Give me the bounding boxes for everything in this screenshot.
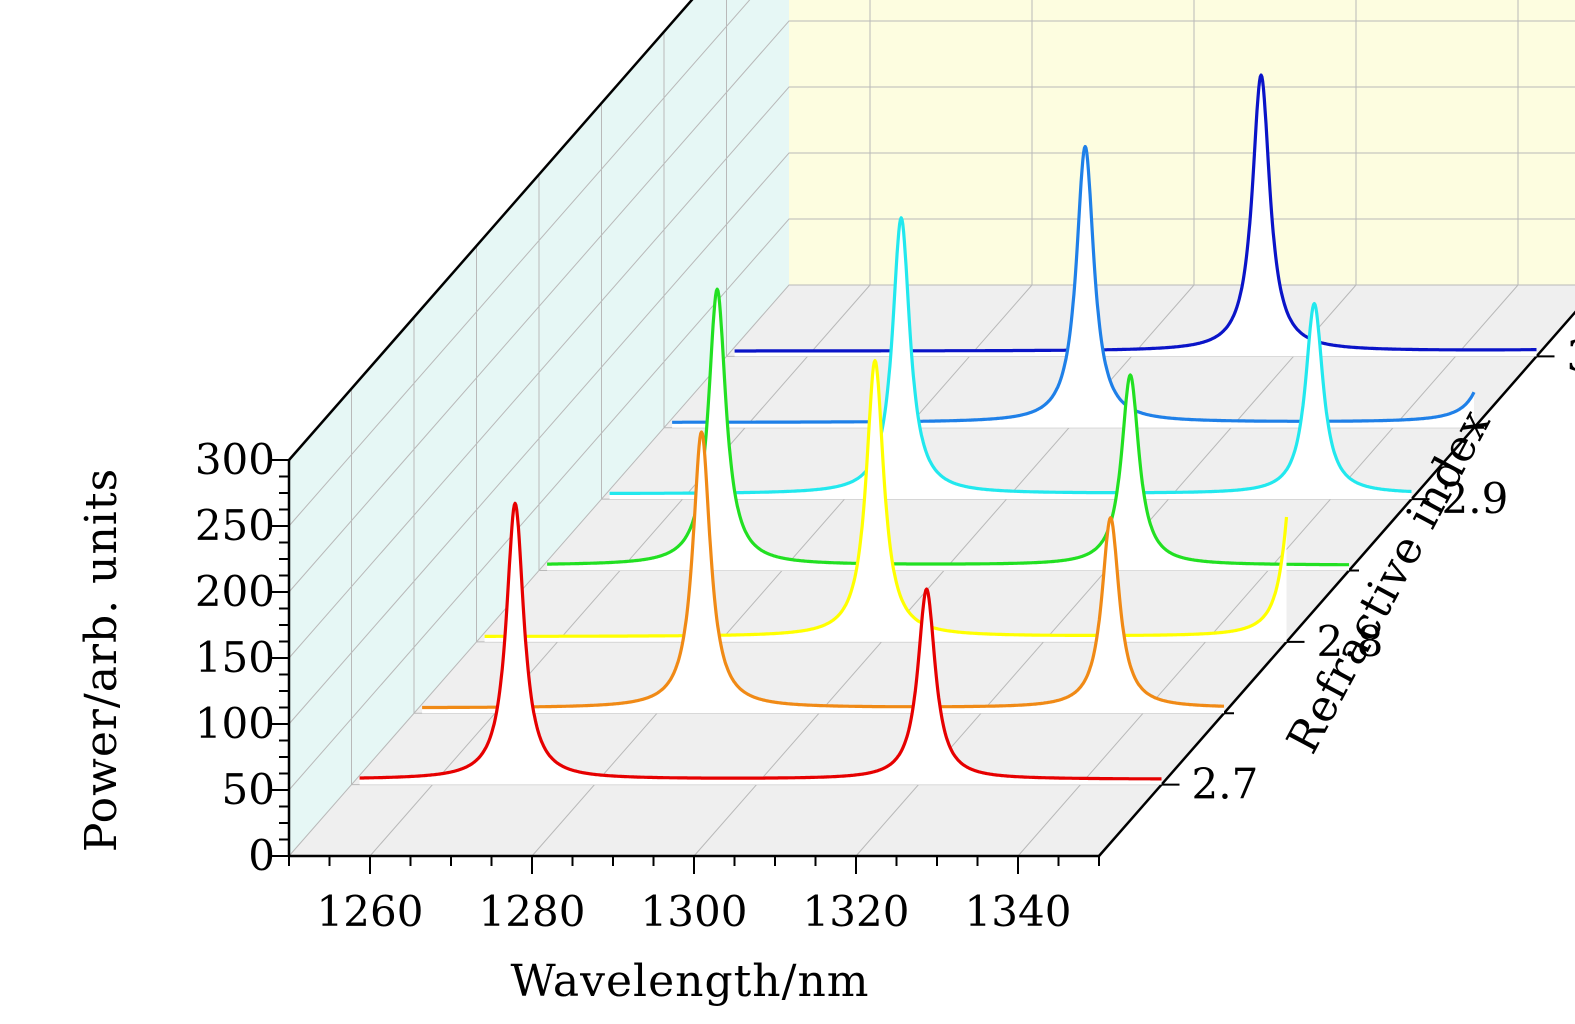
x-tick-label: 1280 [479,887,586,936]
y-tick-label: 100 [195,699,275,748]
y-axis-title: Power/arb. units [76,468,127,852]
x-tick-label: 1300 [641,887,748,936]
z-tick-label: 2.9 [1442,474,1509,523]
y-tick-label: 250 [195,501,275,550]
y-gridline [288,0,751,527]
y-gridline [288,218,1575,791]
y-tick-label: 150 [195,633,275,682]
y-gridline [288,284,1575,857]
y-gridline [288,20,1575,593]
top-left-edge [288,0,694,461]
y-gridline [288,86,1575,659]
series-line [483,359,1289,639]
x-tick-label: 1320 [803,887,910,936]
z-tick-label: 2.7 [1192,760,1259,809]
series-line [608,216,1413,495]
y-tick-label: 50 [222,765,275,814]
series-line [546,287,1350,567]
series-line [733,73,1538,353]
series-curtain [672,146,1474,428]
back-wall [789,0,1575,285]
y-gridline [288,152,1575,725]
z-tick-label: 2.8 [1317,617,1384,666]
y-tick-label: 0 [248,831,275,880]
chart-series [358,73,1538,785]
series-curtain [359,503,1162,785]
z-tick-label: 3.0 [1567,331,1575,380]
chart-ticks: 1260 1280 1300 1320 1340 0 50 100 150 200 250 300 2.… [195,331,1575,936]
y-tick-label: 300 [195,435,275,484]
x-tick-label: 1340 [965,887,1072,936]
x-axis-title: Wavelength/nm [510,956,869,1007]
series-line [421,430,1225,710]
series-line [358,501,1163,781]
y-tick-label: 200 [195,567,275,616]
series-curtain [609,217,1412,500]
series-line [671,144,1476,424]
x-tick-label: 1260 [317,887,424,936]
